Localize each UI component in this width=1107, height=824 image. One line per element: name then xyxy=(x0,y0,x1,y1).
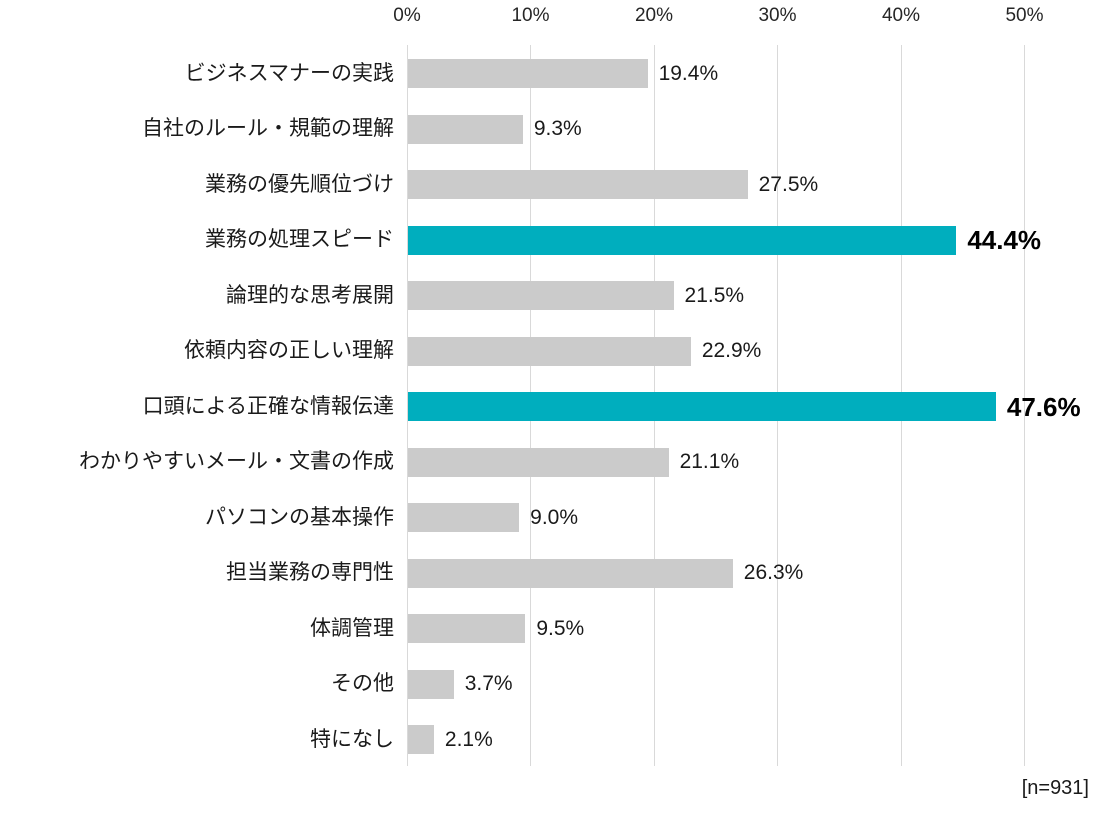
bar-highlighted xyxy=(408,392,996,422)
gridline xyxy=(406,45,408,766)
category-label: 担当業務の専門性 xyxy=(226,561,394,585)
bar xyxy=(408,725,434,755)
sample-size-note: [n=931] xyxy=(1021,777,1089,799)
value-label: 21.1% xyxy=(679,450,740,474)
category-label: 業務の処理スピード xyxy=(205,228,394,252)
value-label: 9.3% xyxy=(533,117,582,141)
bar xyxy=(408,669,454,699)
category-label: 特になし xyxy=(310,727,394,751)
value-label: 47.6% xyxy=(1006,391,1081,422)
value-label: 22.9% xyxy=(701,339,762,363)
value-label: 21.5% xyxy=(684,283,745,307)
x-axis-tick: 30% xyxy=(758,5,797,26)
x-axis-tick: 50% xyxy=(1005,5,1044,26)
category-label: パソコンの基本操作 xyxy=(205,505,394,529)
x-axis-tick: 20% xyxy=(634,5,674,26)
bar xyxy=(408,503,520,533)
bar xyxy=(408,281,674,311)
x-axis-tick: 10% xyxy=(511,5,550,26)
bar xyxy=(408,447,669,477)
category-label: 論理的な思考展開 xyxy=(226,283,394,307)
x-axis-tick: 40% xyxy=(881,5,921,26)
bar xyxy=(408,614,526,644)
value-label: 27.5% xyxy=(758,172,819,196)
value-label: 9.0% xyxy=(530,505,579,529)
value-label: 19.4% xyxy=(658,61,719,85)
value-label: 3.7% xyxy=(464,672,513,696)
bar-highlighted xyxy=(408,225,957,255)
category-label: その他 xyxy=(331,672,394,696)
value-label: 2.1% xyxy=(444,727,493,751)
bar xyxy=(408,170,748,200)
category-label: 依頼内容の正しい理解 xyxy=(184,339,394,363)
category-label: 体調管理 xyxy=(310,616,394,640)
bar xyxy=(408,59,648,89)
category-label: ビジネスマナーの実践 xyxy=(184,61,394,85)
value-label: 9.5% xyxy=(536,616,585,640)
value-label: 26.3% xyxy=(743,561,804,585)
bar xyxy=(408,114,523,144)
category-label: 業務の優先順位づけ xyxy=(205,172,394,196)
gridline xyxy=(1024,45,1025,766)
x-axis-tick: 0% xyxy=(393,5,421,26)
bar xyxy=(408,558,733,588)
category-label: 口頭による正確な情報伝達 xyxy=(142,394,394,418)
category-label: 自社のルール・規範の理解 xyxy=(142,117,394,141)
bar xyxy=(408,336,691,366)
value-label: 44.4% xyxy=(967,225,1042,256)
category-label: わかりやすいメール・文書の作成 xyxy=(79,450,394,474)
